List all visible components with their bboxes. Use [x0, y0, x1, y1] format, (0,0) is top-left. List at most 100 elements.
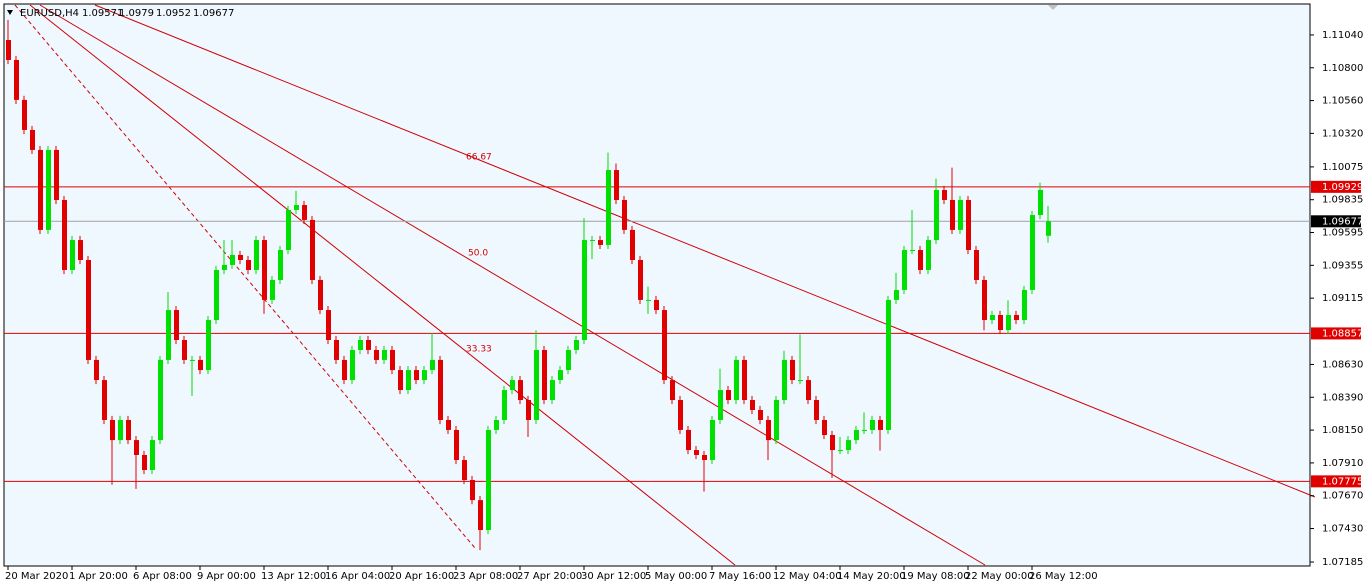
candle-body [126, 419, 131, 441]
candle-body [742, 359, 747, 401]
candle-body [278, 250, 283, 280]
candle-body [230, 254, 235, 265]
candle-body [550, 380, 555, 401]
trend-line [39, 4, 986, 566]
candle-body [590, 240, 595, 242]
candle-body [1014, 314, 1019, 321]
candle-body [782, 359, 787, 401]
candle-body [254, 240, 259, 270]
candle-body [318, 279, 323, 311]
y-tick-label: 1.08390 [1322, 392, 1363, 403]
y-tick-label: 1.10075 [1322, 162, 1363, 173]
candle-body [862, 429, 867, 431]
candle-body [662, 310, 667, 381]
y-tick-label: 1.07910 [1322, 458, 1363, 469]
candle-body [734, 359, 739, 401]
level-label: 1.09929 [1322, 182, 1363, 193]
candle-body [166, 310, 171, 360]
x-tick-label: 1 Apr 20:00 [69, 571, 128, 582]
candle-body [654, 299, 659, 311]
candle-body [982, 279, 987, 321]
candle-body [222, 264, 227, 270]
candle-body [870, 419, 875, 430]
x-tick-label: 22 May 00:00 [965, 571, 1034, 582]
candle-body [94, 359, 99, 381]
candle-body [62, 199, 67, 270]
y-tick-label: 1.10320 [1322, 128, 1363, 139]
candle-body [102, 380, 107, 420]
candle-body [902, 250, 907, 290]
candle-body [574, 339, 579, 350]
candle-body [830, 435, 835, 451]
candle-body [470, 479, 475, 501]
candle-body [614, 170, 619, 200]
y-tick-label: 1.08630 [1322, 359, 1363, 370]
candle-body [694, 450, 699, 455]
candle-body [566, 349, 571, 371]
candle-body [70, 240, 75, 270]
candle-body [622, 199, 627, 230]
price-tag [1311, 215, 1361, 228]
candle-body [878, 419, 883, 430]
candle-body [678, 400, 683, 430]
candle-body [990, 314, 995, 321]
candle-body [766, 419, 771, 441]
header-open: 1.09571 [82, 8, 123, 19]
candle-body [310, 219, 315, 280]
fan-label: 66.67 [466, 153, 492, 163]
y-tick-label: 1.07430 [1322, 524, 1363, 535]
candle-body [774, 400, 779, 441]
candle-body [1022, 289, 1027, 321]
candle-body [366, 339, 371, 350]
candle-body [806, 380, 811, 401]
candle-body [334, 339, 339, 360]
candle-body [510, 380, 515, 391]
candle-body [686, 429, 691, 451]
candle-body [270, 279, 275, 300]
candle-body [1038, 189, 1043, 216]
candle-body [374, 349, 379, 360]
shift-marker [1048, 5, 1058, 10]
y-tick-label: 1.09835 [1322, 195, 1363, 206]
candle-body [1006, 314, 1011, 331]
candle-body [134, 440, 139, 455]
y-tick-label: 1.11040 [1322, 30, 1363, 41]
candle-body [798, 380, 803, 382]
candle-body [398, 370, 403, 391]
level-tag [1311, 180, 1361, 193]
candle-body [342, 359, 347, 381]
price-label: 1.09677 [1322, 216, 1363, 227]
candle-body [438, 359, 443, 420]
menu-arrow [7, 10, 13, 15]
level-label: 1.07775 [1322, 476, 1363, 487]
y-tick-label: 1.09115 [1322, 293, 1363, 304]
candle-body [422, 370, 427, 381]
candle-body [174, 310, 179, 340]
plot-area [3, 3, 1311, 567]
candle-body [150, 440, 155, 471]
candles [6, 19, 1051, 551]
candle-body [518, 380, 523, 401]
x-tick-label: 14 May 20:00 [837, 571, 906, 582]
candle-body [294, 205, 299, 210]
y-tick-label: 1.07185 [1322, 557, 1363, 568]
candle-body [246, 260, 251, 270]
x-tick-label: 23 Apr 08:00 [453, 571, 518, 582]
candle-body [894, 289, 899, 300]
trend-lines [14, 4, 1316, 566]
y-tick-label: 1.08150 [1322, 425, 1363, 436]
candle-body [430, 359, 435, 371]
candle-body [182, 339, 187, 360]
candle-body [406, 370, 411, 391]
candle-body [326, 310, 331, 340]
candle-body [54, 149, 59, 200]
candle-body [86, 260, 91, 360]
candle-body [558, 370, 563, 381]
x-tick-label: 9 Apr 00:00 [197, 571, 256, 582]
candle-body [534, 349, 539, 420]
candle-body [478, 500, 483, 531]
candle-body [414, 370, 419, 381]
candle-body [926, 240, 931, 270]
candle-body [526, 400, 531, 420]
